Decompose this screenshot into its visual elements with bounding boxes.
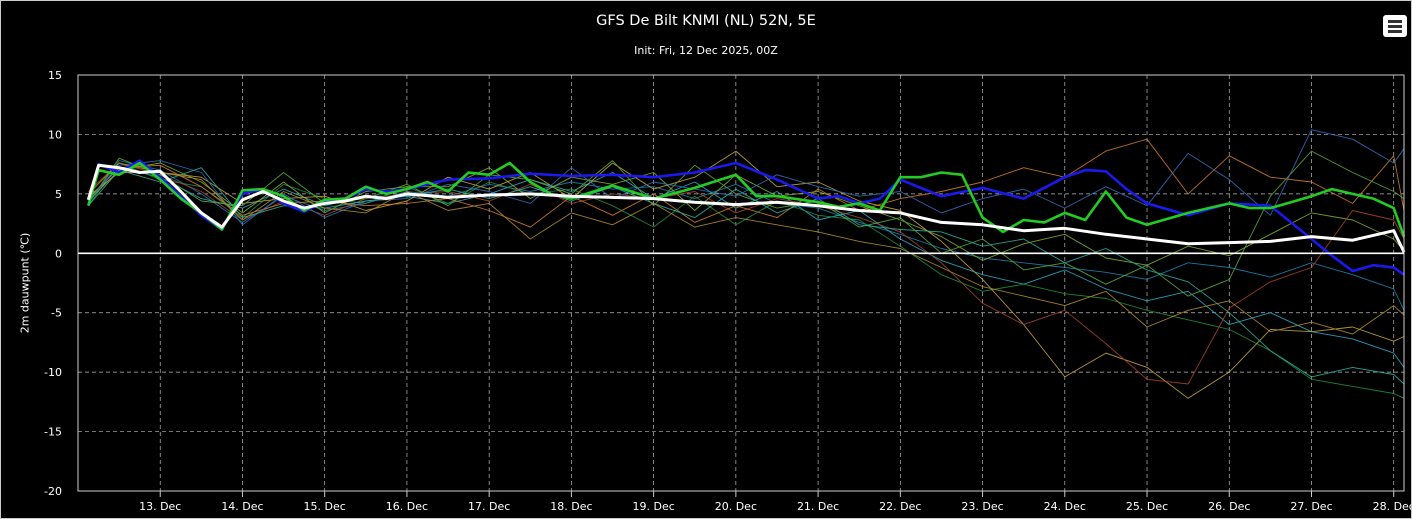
control-series-line: [87, 159, 1405, 276]
y-tick-label: -5: [51, 307, 62, 320]
x-tick-label: 22. Dec: [879, 500, 921, 513]
axes: 15 10 5 0 -5 -10 -15 -20 13. Dec 14. Dec 15. Dec 16…: [44, 69, 1411, 513]
chart-menu-button[interactable]: [1383, 15, 1407, 37]
x-tick-label: 27. Dec: [1290, 500, 1332, 513]
y-tick-label: 5: [55, 188, 62, 201]
chart-subtitle: Init: Fri, 12 Dec 2025, 00Z: [634, 44, 778, 57]
member-series-line: [87, 138, 1405, 228]
x-tick-label: 18. Dec: [550, 500, 592, 513]
x-tick-label: 14. Dec: [221, 500, 263, 513]
member-series-line: [88, 150, 1405, 399]
y-tick-label: 0: [55, 247, 62, 260]
plot-border: [77, 74, 1405, 492]
x-tick-label: 25. Dec: [1126, 500, 1168, 513]
hamburger-icon-bar: [1388, 20, 1402, 23]
hamburger-icon-bar: [1388, 25, 1402, 28]
member-series-line: [87, 150, 1405, 297]
x-tick-label: 28. Dec: [1373, 500, 1411, 513]
member-series-line: [87, 160, 1405, 311]
x-tick-label: 15. Dec: [304, 500, 346, 513]
y-tick-label: -15: [44, 426, 62, 439]
x-tick-label: 16. Dec: [386, 500, 428, 513]
x-tick-label: 24. Dec: [1044, 500, 1086, 513]
y-tick-label: -20: [44, 485, 62, 498]
member-series-line: [87, 129, 1405, 226]
member-series-line: [87, 162, 1405, 399]
x-tick-label: 23. Dec: [961, 500, 1003, 513]
y-tick-label: 10: [48, 128, 62, 141]
member-series-line: [87, 162, 1405, 335]
member-series-line: [87, 162, 1405, 266]
x-tick-label: 20. Dec: [715, 500, 757, 513]
x-tick-label: 21. Dec: [797, 500, 839, 513]
y-tick-label: 15: [48, 69, 62, 82]
hamburger-icon-bar: [1388, 30, 1402, 33]
series-group: [86, 129, 1406, 399]
x-tick-label: 19. Dec: [632, 500, 674, 513]
chart-title: GFS De Bilt KNMI (NL) 52N, 5E: [596, 13, 816, 29]
operational-series-line: [87, 161, 1406, 238]
mean-series-line: [86, 163, 1406, 253]
x-tick-label: 26. Dec: [1208, 500, 1250, 513]
x-tick-label: 17. Dec: [468, 500, 510, 513]
x-tick-label: 13. Dec: [139, 500, 181, 513]
grid: [78, 74, 1404, 492]
y-tick-label: -10: [44, 366, 62, 379]
